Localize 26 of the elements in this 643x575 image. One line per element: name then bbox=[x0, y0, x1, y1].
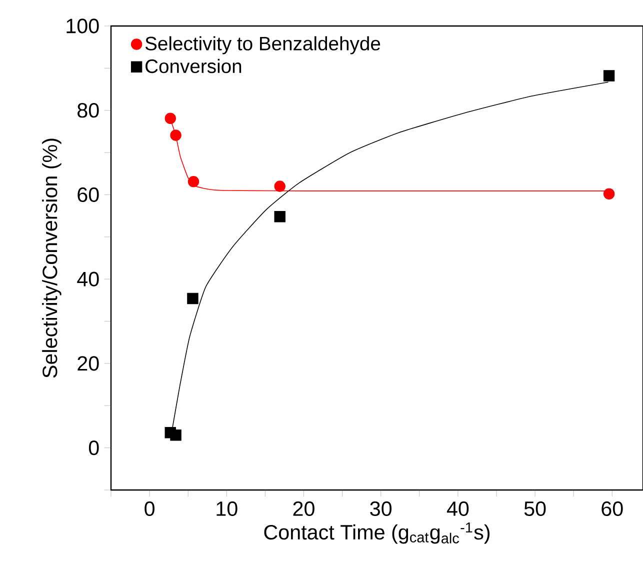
point bbox=[187, 292, 198, 304]
point bbox=[188, 176, 200, 188]
x-tick-label: 10 bbox=[216, 501, 238, 516]
y-tick-label: 60 bbox=[78, 187, 99, 202]
x-tick-label: 50 bbox=[524, 501, 546, 516]
y-axis-title: Selectivity/Conversion (%) bbox=[42, 138, 62, 378]
x-axis-title: Contact Time (g$_{cat}$g$_{alc}$$^{-1}$s) bbox=[264, 522, 490, 544]
y-tick-label: 20 bbox=[78, 356, 99, 371]
x-tick-label: 20 bbox=[293, 501, 314, 516]
x-tick-label: 40 bbox=[446, 501, 469, 516]
y-tick-label: 0 bbox=[88, 440, 99, 456]
point bbox=[603, 70, 615, 82]
y-tick-label: 100 bbox=[66, 18, 99, 34]
point bbox=[274, 180, 286, 192]
x-tick-label: 0 bbox=[144, 501, 154, 516]
legend-label: Conversion bbox=[146, 58, 242, 74]
point bbox=[170, 130, 182, 141]
point bbox=[164, 112, 176, 124]
y-tick-label: 80 bbox=[78, 103, 99, 118]
legend-label: Selectivity to Benzaldehyde bbox=[145, 36, 380, 54]
point bbox=[274, 211, 286, 222]
y-tick-label: 40 bbox=[77, 272, 99, 286]
point bbox=[603, 188, 615, 200]
x-tick-label: 60 bbox=[602, 501, 623, 516]
point bbox=[170, 430, 182, 441]
x-tick-label: 30 bbox=[370, 501, 392, 516]
